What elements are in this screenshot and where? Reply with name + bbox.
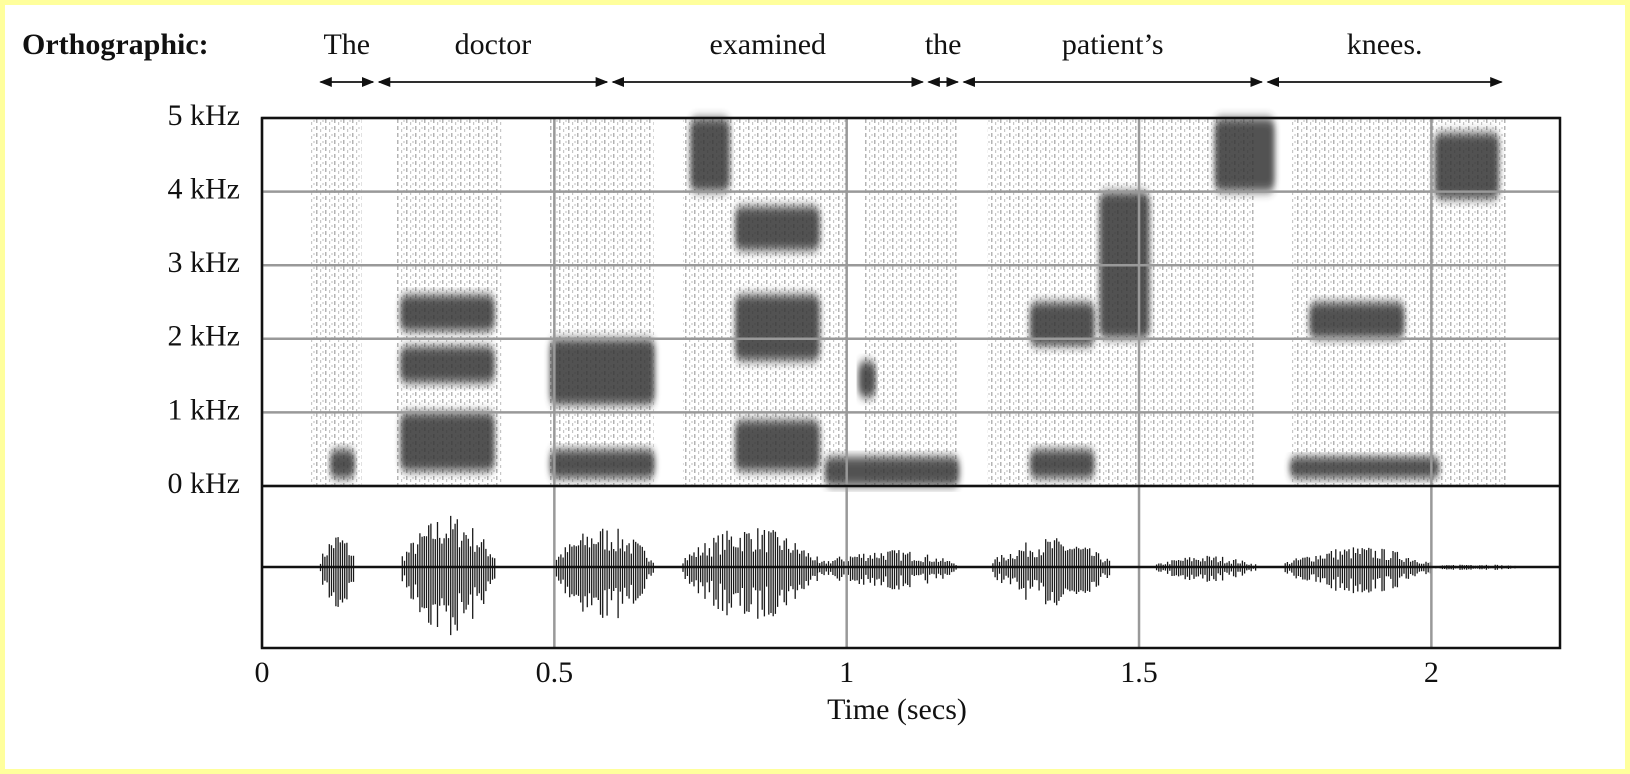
spectrogram-energy xyxy=(329,118,1500,486)
energy-region xyxy=(858,360,876,398)
energy-region xyxy=(1434,132,1500,199)
noise-region xyxy=(864,118,958,486)
energy-region xyxy=(1289,456,1440,479)
energy-region xyxy=(1029,302,1095,347)
energy-region xyxy=(735,206,820,251)
word-label: patient’s xyxy=(1062,28,1164,61)
word-label: examined xyxy=(709,28,826,61)
energy-region xyxy=(689,118,730,192)
x-tick-label: 0.5 xyxy=(536,656,574,689)
energy-region xyxy=(329,449,355,479)
energy-region xyxy=(735,294,820,361)
y-tick-label: 4 kHz xyxy=(168,172,240,205)
row-label: Orthographic: xyxy=(22,28,209,61)
grid xyxy=(260,116,1562,650)
plot-frame xyxy=(260,116,1562,650)
energy-region xyxy=(824,456,960,486)
y-tick-label: 5 kHz xyxy=(168,99,240,132)
energy-region xyxy=(549,449,655,479)
y-tick-label: 3 kHz xyxy=(168,246,240,279)
word-label: The xyxy=(323,28,370,61)
energy-region xyxy=(1029,449,1095,479)
noise-region xyxy=(308,118,362,486)
energy-region xyxy=(399,346,495,383)
energy-region xyxy=(1309,302,1405,339)
word-label: the xyxy=(925,28,962,61)
energy-region xyxy=(735,419,820,472)
energy-region xyxy=(549,338,655,406)
energy-region xyxy=(399,412,495,472)
x-tick-label: 2 xyxy=(1424,656,1439,689)
x-tick-label: 0 xyxy=(255,656,270,689)
x-tick-label: 1 xyxy=(839,656,854,689)
word-label: knees. xyxy=(1347,28,1423,61)
x-axis-label: Time (secs) xyxy=(827,693,967,726)
y-tick-label: 1 kHz xyxy=(168,393,240,426)
energy-region xyxy=(1214,118,1275,192)
noise-region xyxy=(548,118,654,486)
energy-region xyxy=(399,294,495,332)
x-tick-label: 1.5 xyxy=(1120,656,1158,689)
word-label: doctor xyxy=(455,28,532,61)
y-tick-label: 2 kHz xyxy=(168,320,240,353)
y-tick-label: 0 kHz xyxy=(168,467,240,500)
labels: 0 kHz 1 kHz 2 kHz 3 kHz 4 kHz 5 kHz 0 0.5 1 1.5 2 T… xyxy=(168,28,1503,689)
waveform-burst xyxy=(401,515,496,636)
